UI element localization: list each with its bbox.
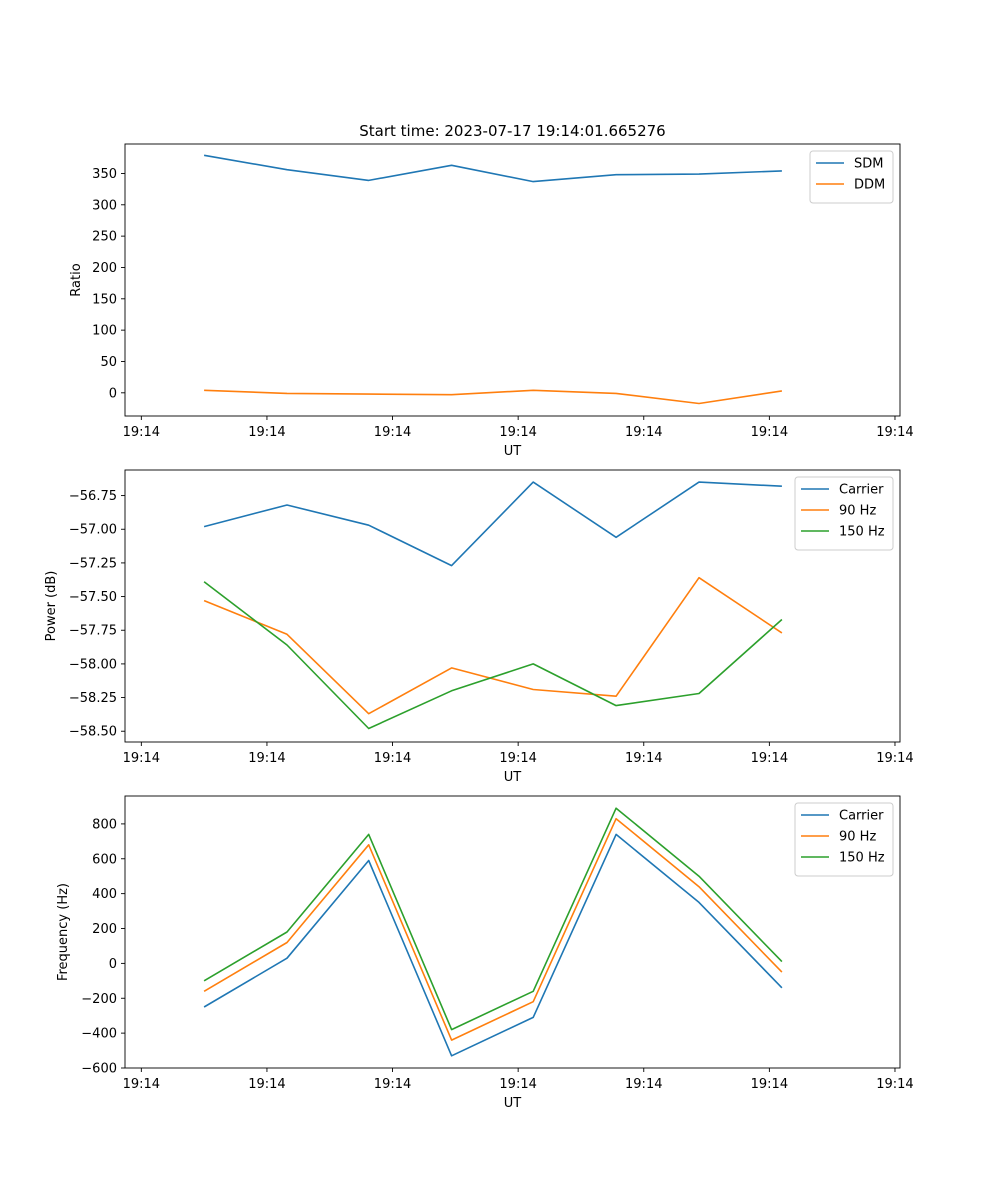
- y-tick-label: 350: [92, 167, 117, 182]
- x-tick-label: 19:14: [876, 1077, 913, 1092]
- legend: Carrier 90 Hz 150 Hz: [794, 802, 894, 877]
- x-tick-label: 19:14: [499, 425, 536, 440]
- legend: SDM DDM: [809, 150, 894, 204]
- series-line-carrier: [203, 481, 782, 567]
- y-tick-label: 200: [92, 261, 117, 276]
- series-line-150-hz: [203, 807, 783, 1031]
- x-tick-label: 19:14: [248, 425, 285, 440]
- x-tick-label: 19:14: [876, 425, 913, 440]
- x-tick-label: 19:14: [625, 425, 662, 440]
- y-tick-label: −58.00: [69, 657, 117, 672]
- x-tick-label: 19:14: [625, 1077, 662, 1092]
- y-tick-label: 100: [92, 324, 117, 339]
- axes-frame: [124, 469, 901, 743]
- x-tick-label: 19:14: [751, 1077, 788, 1092]
- x-tick-label: 19:14: [625, 751, 662, 766]
- legend-box: [809, 150, 894, 204]
- y-axis-label: Power (dB): [44, 571, 59, 642]
- y-tick-label: 0: [109, 957, 117, 972]
- series-line-sdm: [203, 154, 782, 183]
- y-tick-label: 400: [92, 887, 117, 902]
- y-tick-label: 600: [92, 852, 117, 867]
- y-tick-label: −56.75: [69, 489, 117, 504]
- legend-label: 90 Hz: [839, 504, 876, 519]
- figure-title: Start time: 2023-07-17 19:14:01.665276: [359, 122, 665, 140]
- x-tick-label: 19:14: [876, 751, 913, 766]
- legend-label: 90 Hz: [839, 830, 876, 845]
- x-tick-label: 19:14: [123, 751, 160, 766]
- x-tick-label: 19:14: [499, 751, 536, 766]
- x-tick-label: 19:14: [374, 1077, 411, 1092]
- chart-panel-2: 19:1419:1419:1419:1419:1419:1419:1419:15…: [44, 469, 914, 785]
- x-tick-label: 19:14: [123, 1077, 160, 1092]
- legend: Carrier 90 Hz 150 Hz: [794, 476, 894, 551]
- series-line-ddm: [204, 389, 783, 405]
- x-tick-label: 19:14: [374, 751, 411, 766]
- y-tick-label: −200: [81, 992, 117, 1007]
- legend-label: 150 Hz: [839, 525, 885, 540]
- y-tick-label: 250: [92, 230, 117, 245]
- y-tick-label: 50: [100, 355, 117, 370]
- y-tick-label: 0: [109, 386, 117, 401]
- axes-frame: [124, 143, 901, 417]
- x-tick-label: 19:14: [123, 425, 160, 440]
- y-tick-label: −57.50: [69, 590, 117, 605]
- x-axis-label: UT: [504, 770, 522, 785]
- y-axis-label: Ratio: [69, 263, 84, 296]
- series-line-carrier: [203, 833, 783, 1057]
- x-tick-label: 19:14: [248, 751, 285, 766]
- y-tick-label: 200: [92, 922, 117, 937]
- y-tick-label: 300: [92, 198, 117, 213]
- y-tick-label: −58.50: [69, 725, 117, 740]
- legend-label: Carrier: [839, 483, 884, 498]
- y-axis-label: Frequency (Hz): [56, 883, 71, 981]
- y-tick-label: −400: [81, 1027, 117, 1042]
- x-axis-label: UT: [504, 444, 522, 459]
- y-tick-label: −600: [81, 1062, 117, 1077]
- chart-panel-3: 19:1419:1419:1419:1419:1419:1419:1419:15…: [56, 795, 914, 1111]
- chart-panel-1: 19:1419:1419:1419:1419:1419:1419:1419:15…: [69, 143, 914, 459]
- y-tick-label: 800: [92, 817, 117, 832]
- axes-frame: [124, 795, 901, 1069]
- legend-label: Carrier: [839, 809, 884, 824]
- legend-label: 150 Hz: [839, 851, 885, 866]
- x-tick-label: 19:14: [751, 751, 788, 766]
- x-tick-label: 19:14: [248, 1077, 285, 1092]
- x-tick-label: 19:14: [751, 425, 788, 440]
- y-tick-label: −57.00: [69, 523, 117, 538]
- y-tick-label: −57.25: [69, 556, 117, 571]
- x-axis-label: UT: [504, 1096, 522, 1111]
- x-tick-label: 19:14: [374, 425, 411, 440]
- series-line-90-hz: [203, 817, 783, 1041]
- y-tick-label: 150: [92, 292, 117, 307]
- series-line-150-hz: [203, 581, 783, 730]
- series-line-90-hz: [203, 576, 783, 715]
- chart-panels: 19:1419:1419:1419:1419:1419:1419:1419:15…: [44, 143, 914, 1111]
- x-tick-label: 19:14: [499, 1077, 536, 1092]
- y-tick-label: −57.75: [69, 624, 117, 639]
- y-tick-label: −58.25: [69, 691, 117, 706]
- legend-label: DDM: [854, 178, 885, 193]
- legend-label: SDM: [854, 157, 883, 172]
